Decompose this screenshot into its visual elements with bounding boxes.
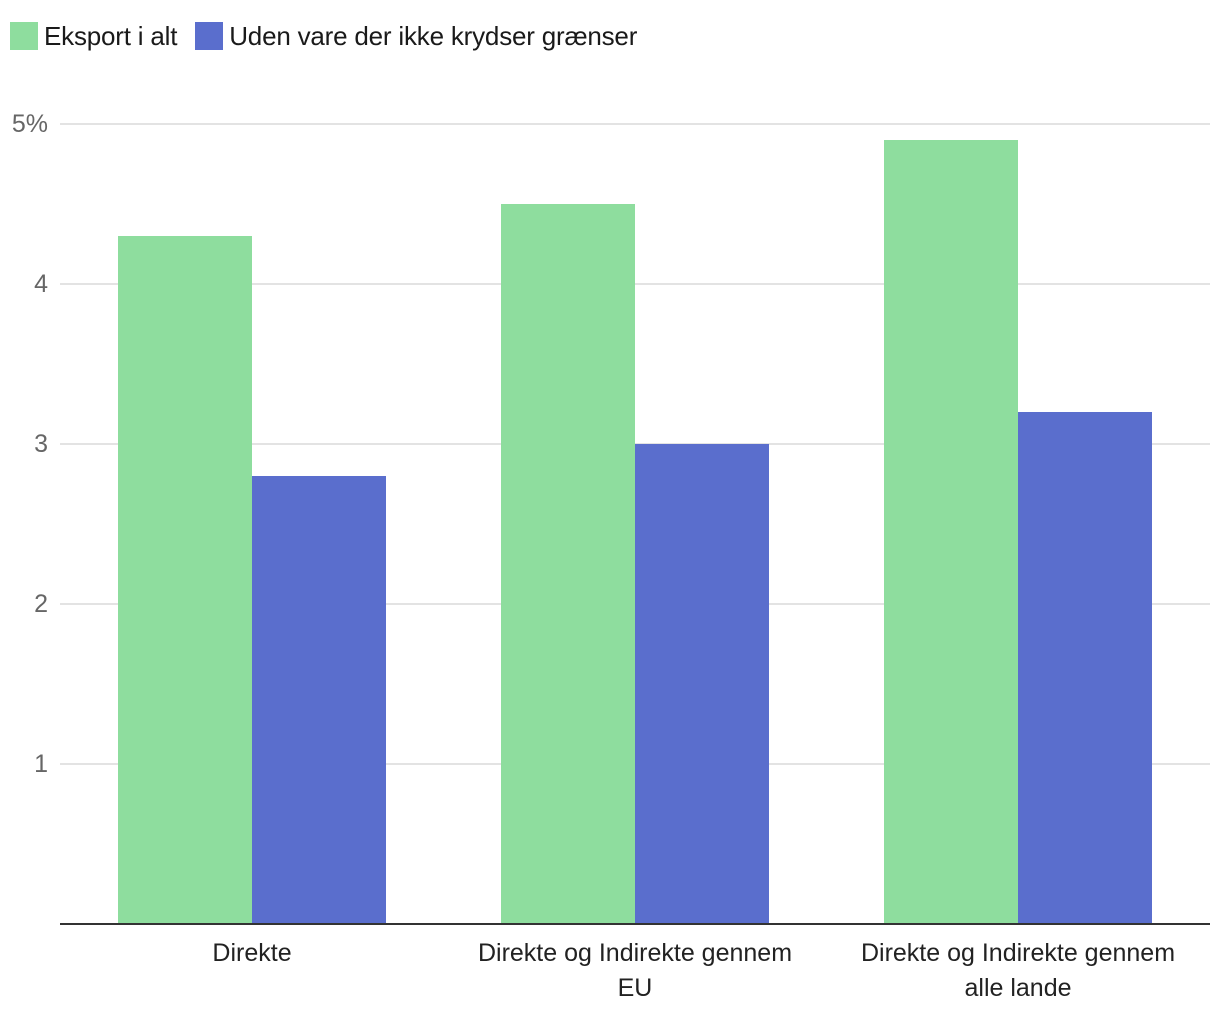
chart-legend: Eksport i alt Uden vare der ikke krydser…: [10, 20, 637, 52]
x-axis-categories: Direkte Direkte og Indirekte gennem EU Dire…: [212, 939, 1175, 1002]
bar-uden-vare-2: [1018, 412, 1152, 924]
legend-item-eksport-i-alt: Eksport i alt: [10, 21, 177, 52]
category-label: Direkte: [212, 939, 291, 967]
legend-swatch-uden-vare: [195, 22, 224, 50]
bar-uden-vare-1: [635, 444, 769, 924]
legend-item-uden-vare: Uden vare der ikke krydser grænser: [195, 21, 637, 52]
category-label: Direkte og Indirekte gennem: [478, 939, 792, 967]
y-tick-label: 4: [34, 270, 48, 298]
legend-swatch-eksport-i-alt: [10, 22, 38, 50]
category-label: Direkte og Indirekte gennem: [861, 939, 1175, 967]
bar-uden-vare-0: [252, 476, 386, 924]
y-tick-label: 3: [34, 430, 48, 458]
bar-eksport-i-alt-0: [118, 236, 252, 924]
legend-label-uden-vare: Uden vare der ikke krydser grænser: [229, 20, 638, 51]
bar-eksport-i-alt-1: [501, 204, 635, 924]
legend-label-eksport-i-alt: Eksport i alt: [44, 20, 178, 51]
y-tick-label: 1: [34, 750, 48, 778]
bars: [118, 140, 1152, 924]
bar-eksport-i-alt-2: [884, 140, 1018, 924]
category-label: alle lande: [964, 974, 1071, 1002]
y-axis-ticks: 1 2 3 4 5%: [12, 110, 48, 778]
y-tick-label: 2: [34, 590, 48, 618]
y-tick-label: 5%: [12, 110, 48, 138]
category-label: EU: [618, 974, 653, 1002]
